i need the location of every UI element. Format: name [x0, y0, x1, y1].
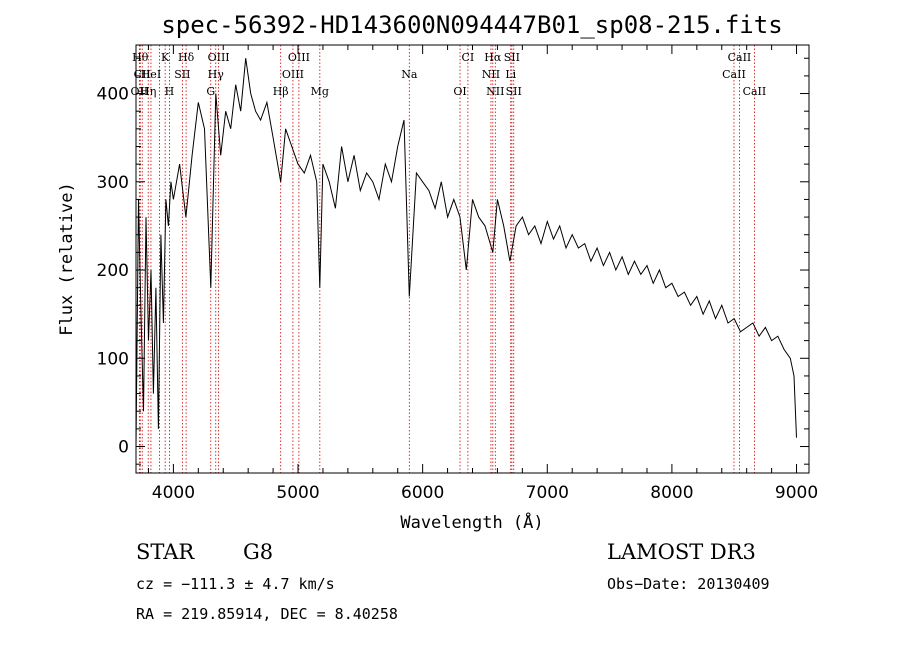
- line-label-17: Na: [401, 68, 418, 81]
- line-label-22: NII: [486, 85, 504, 98]
- x-axis-label: Wavelength (Å): [400, 511, 543, 533]
- line-label-12: OIII: [208, 51, 230, 64]
- line-label-23: Li: [505, 68, 516, 81]
- line-label-27: CaII: [728, 51, 752, 64]
- x-tick-label-4: 8000: [650, 483, 693, 503]
- line-label-3: Hη: [140, 85, 156, 98]
- line-label-16: Mg: [311, 85, 329, 98]
- spectrum-line-0: [135, 58, 797, 447]
- line-label-13: Hβ: [273, 85, 289, 98]
- line-label-10: G: [206, 85, 215, 98]
- line-label-11: Hγ: [208, 68, 225, 81]
- observation-date: Obs−Date: 20130409: [607, 575, 770, 593]
- line-label-18: OI: [453, 85, 466, 98]
- chart-title: spec-56392-HD143600N094447B01_sp08-215.f…: [161, 11, 782, 39]
- line-markers: [138, 45, 755, 473]
- line-label-20: NII: [482, 68, 500, 81]
- spectrum-series: [135, 58, 797, 447]
- line-label-26: CaII: [722, 68, 746, 81]
- y-tick-label-3: 300: [97, 173, 129, 193]
- survey-name: LAMOST DR3: [607, 540, 756, 564]
- x-axis-ticks: 4000 5000 6000 7000 8000 9000: [147, 45, 818, 503]
- line-label-8: SII: [174, 68, 190, 81]
- line-label-19: CI: [462, 51, 475, 64]
- line-label-6: K: [161, 51, 170, 64]
- line-label-7: H: [165, 85, 175, 98]
- y-tick-label-0: 0: [118, 438, 129, 458]
- line-label-1: Hθ: [132, 51, 149, 64]
- plot-frame: [135, 44, 810, 474]
- y-axis-label: Flux (relative): [57, 182, 77, 336]
- redshift-info: cz = −111.3 ± 4.7 km/s: [136, 575, 335, 593]
- y-tick-label-4: 400: [97, 85, 129, 105]
- x-tick-label-1: 5000: [276, 483, 319, 503]
- line-label-15: OIII: [288, 51, 310, 64]
- y-tick-label-1: 100: [97, 349, 129, 369]
- line-label-14: OIII: [282, 68, 304, 81]
- line-label-24: SII: [504, 51, 520, 64]
- line-label-25: SII: [506, 85, 522, 98]
- line-label-28: CaII: [743, 85, 767, 98]
- line-label-2: CII: [134, 68, 151, 81]
- coordinates-info: RA = 219.85914, DEC = 8.40258: [136, 605, 398, 623]
- x-tick-label-0: 4000: [152, 483, 195, 503]
- line-label-4: HeI: [141, 68, 161, 81]
- x-tick-label-2: 6000: [401, 483, 444, 503]
- line-label-21: Hα: [484, 51, 502, 64]
- line-label-0: OII: [131, 85, 149, 98]
- x-tick-label-3: 7000: [526, 483, 569, 503]
- y-axis-ticks: 0 100 200 300 400: [97, 57, 809, 465]
- object-class: STAR: [136, 540, 195, 564]
- x-tick-label-5: 9000: [775, 483, 818, 503]
- object-subclass: G8: [243, 540, 273, 564]
- line-label-9: Hδ: [178, 51, 195, 64]
- y-tick-label-2: 200: [97, 261, 129, 281]
